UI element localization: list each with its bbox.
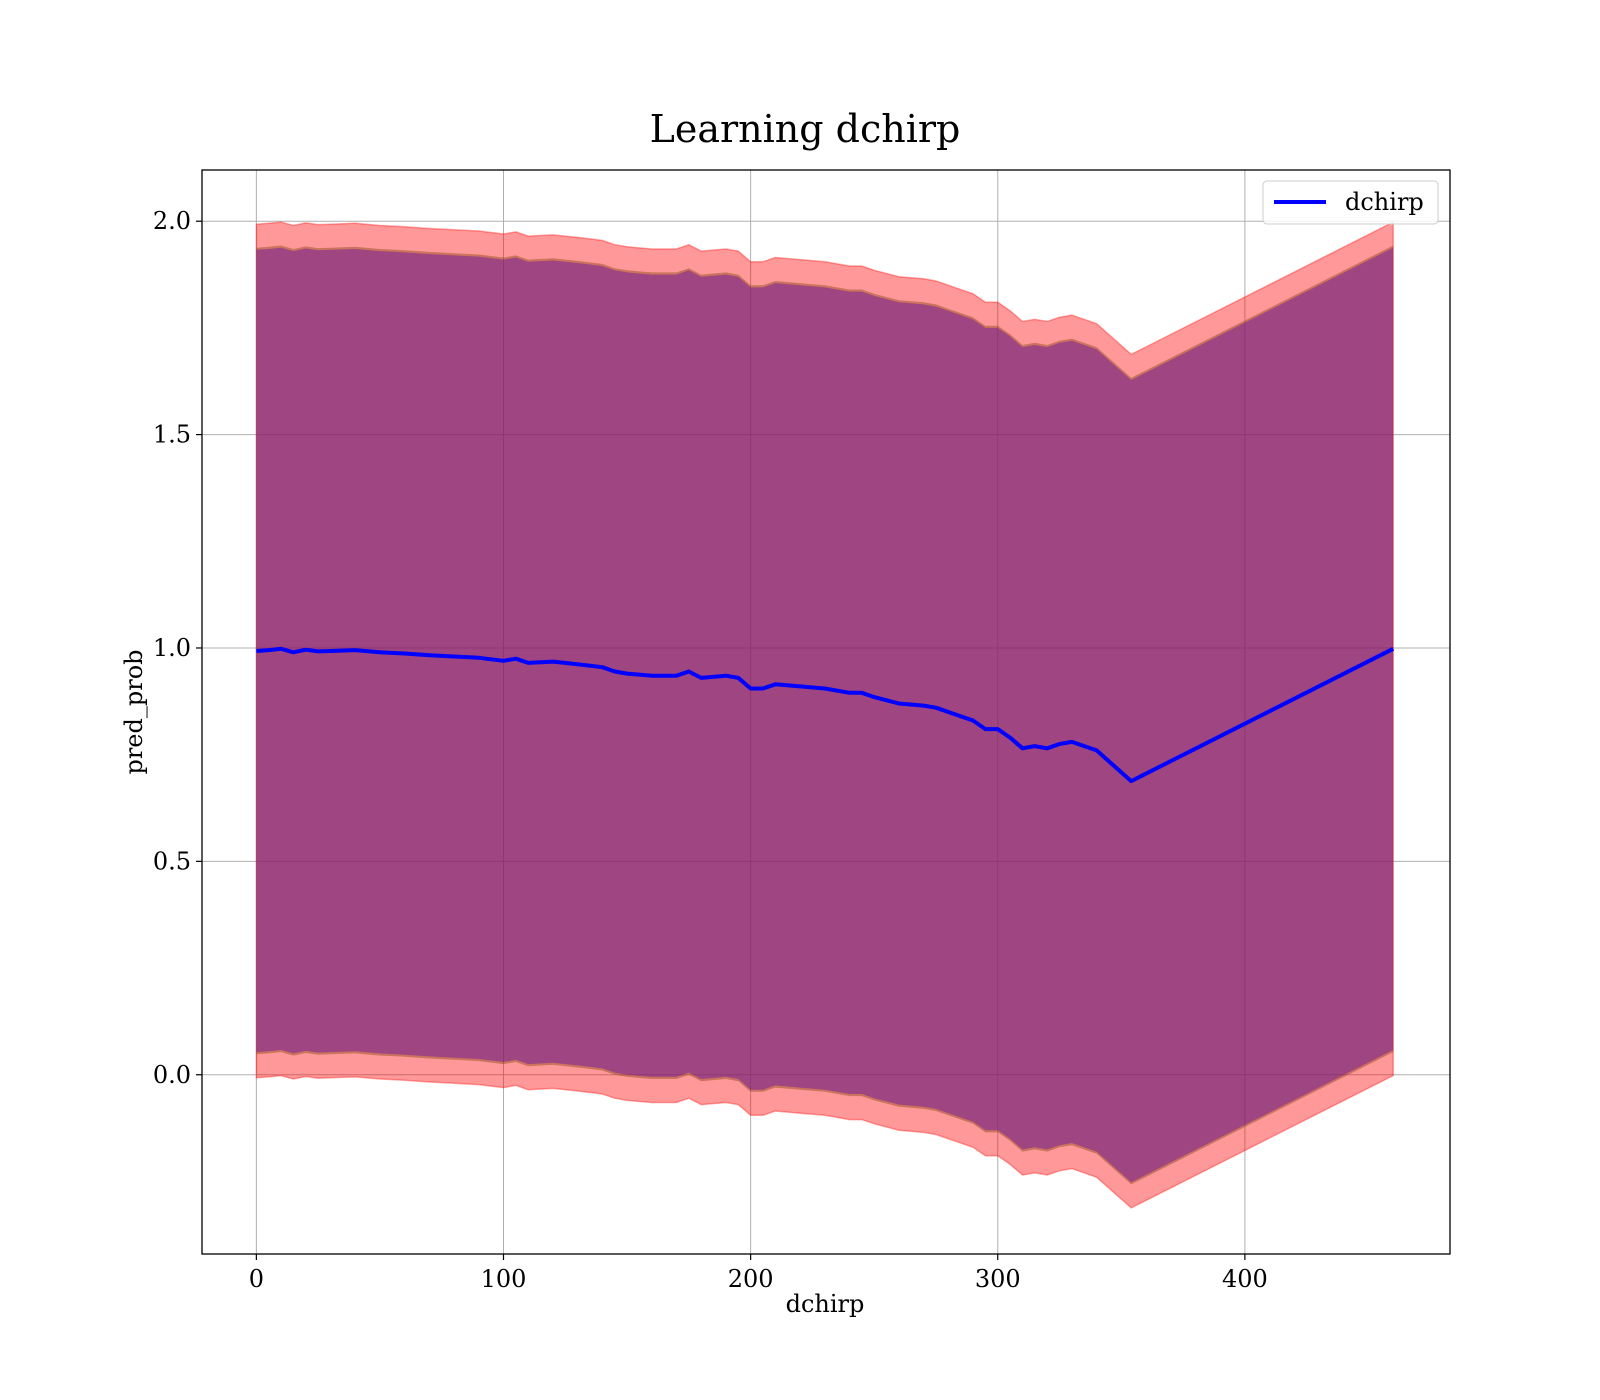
band-inner <box>256 245 1394 1185</box>
x-tick-label: 400 <box>1222 1265 1268 1293</box>
series-line-dchirp <box>256 646 1395 784</box>
plot-frame <box>201 169 1451 1255</box>
x-tick-label: 100 <box>481 1265 527 1293</box>
y-tick-label: 2.0 <box>153 207 191 235</box>
lines <box>256 646 1395 784</box>
y-tick-label: 0.0 <box>153 1061 191 1089</box>
legend-box <box>1262 180 1439 225</box>
band-core <box>256 247 1394 1183</box>
band-outer <box>255 220 1394 1209</box>
legend: dchirp <box>1262 180 1439 225</box>
x-tick-label: 200 <box>728 1265 774 1293</box>
grid <box>202 170 1450 1254</box>
y-tick-label: 1.0 <box>153 634 191 662</box>
chart-title: Learning dchirp <box>650 107 961 151</box>
legend-entry-dchirp: dchirp <box>1345 188 1424 216</box>
bands <box>255 220 1394 1209</box>
y-axis-label: pred_prob <box>120 649 148 774</box>
x-axis: 0 100 200 300 400 <box>249 1254 1268 1293</box>
x-tick-label: 0 <box>249 1265 264 1293</box>
x-axis-label: dchirp <box>786 1290 865 1318</box>
y-axis: 0.0 0.5 1.0 1.5 2.0 <box>153 207 202 1089</box>
x-tick-label: 300 <box>975 1265 1021 1293</box>
y-tick-label: 0.5 <box>153 847 191 875</box>
y-tick-label: 1.5 <box>153 421 191 449</box>
